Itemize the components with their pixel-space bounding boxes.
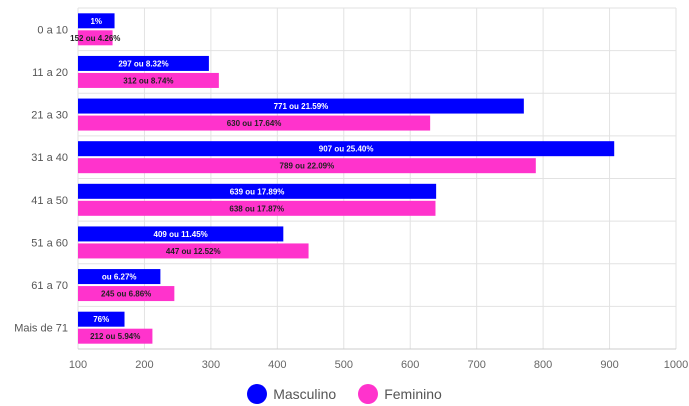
x-tick-label: 400: [268, 359, 286, 371]
bar-chart: 100 200 300 400 500 600 700 800 900 1000 0 a 10 11 …: [14, 7, 688, 371]
x-tick-label: 500: [335, 359, 353, 371]
data-label: 409 ou 11.45%: [154, 230, 208, 239]
data-label: 312 ou 8.74%: [123, 76, 173, 85]
data-label: 639 ou 17.89%: [230, 187, 285, 196]
bar-masculino: [78, 311, 125, 327]
y-tick-label: 0 a 10: [37, 24, 68, 36]
y-tick-label: Mais de 71: [14, 323, 68, 335]
data-label: 771 ou 21.59%: [274, 102, 329, 111]
data-label: 76%: [93, 315, 109, 324]
legend-label-masculino: Masculino: [273, 386, 337, 402]
bar-feminino: [78, 328, 153, 344]
bar-feminino: [78, 286, 175, 302]
bar-feminino: [78, 115, 431, 131]
bar-masculino: [78, 55, 209, 71]
y-tick-label: 11 a 20: [32, 67, 68, 79]
data-label: 630 ou 17.64%: [227, 119, 282, 128]
bar-feminino: [78, 158, 536, 174]
x-tick-label: 300: [202, 359, 220, 371]
bar-feminino: [78, 200, 436, 216]
data-label: 789 ou 22.09%: [280, 162, 335, 171]
data-label: ou 6.27%: [102, 273, 137, 282]
legend-swatch-feminino: [358, 384, 379, 404]
data-label: 245 ou 6.86%: [101, 290, 151, 299]
x-tick-label: 200: [135, 359, 153, 371]
x-tick-label: 100: [69, 359, 87, 371]
bar-masculino: [78, 183, 437, 199]
data-label: 212 ou 5.94%: [90, 332, 140, 341]
bar-masculino: [78, 226, 284, 242]
y-tick-label: 61 a 70: [31, 280, 68, 292]
y-tick-label: 41 a 50: [31, 195, 68, 207]
bar-masculino: [78, 98, 524, 114]
x-tick-label: 1000: [664, 359, 688, 371]
y-tick-label: 51 a 60: [31, 237, 68, 249]
bar-feminino: [78, 72, 219, 88]
legend-item-feminino[interactable]: Feminino: [358, 384, 442, 404]
data-label: 907 ou 25.40%: [319, 145, 374, 154]
data-label: 447 ou 12.52%: [166, 247, 221, 256]
bar-feminino: [78, 30, 113, 46]
x-tick-label: 700: [467, 359, 485, 371]
bar-masculino: [78, 141, 615, 157]
legend-swatch-masculino: [247, 384, 268, 404]
bar-feminino: [78, 243, 309, 259]
legend-label-feminino: Feminino: [384, 386, 442, 402]
data-label: 297 ou 8.32%: [118, 59, 168, 68]
x-tick-label: 800: [534, 359, 552, 371]
x-tick-label: 900: [600, 359, 618, 371]
bar-masculino: [78, 269, 161, 285]
y-tick-label: 31 a 40: [31, 152, 68, 164]
legend: Masculino Feminino: [0, 382, 689, 406]
data-label: 638 ou 17.87%: [229, 204, 284, 213]
data-label: 152 ou 4.26%: [70, 34, 120, 43]
x-tick-label: 600: [401, 359, 419, 371]
y-tick-label: 21 a 30: [31, 110, 68, 122]
legend-item-masculino[interactable]: Masculino: [247, 384, 336, 404]
data-label: 1%: [90, 17, 102, 26]
bar-masculino: [78, 13, 115, 29]
